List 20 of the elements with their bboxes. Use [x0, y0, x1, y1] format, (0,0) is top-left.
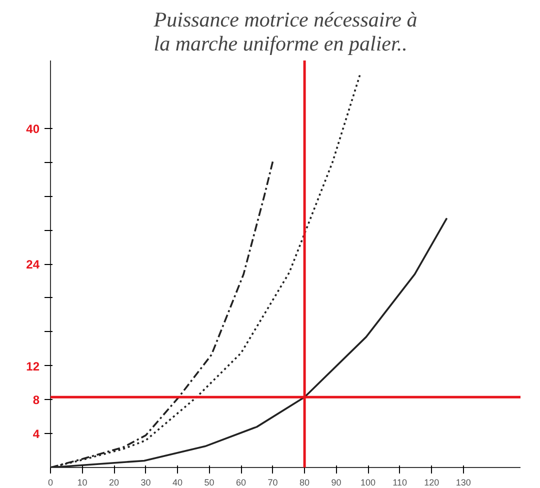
x-tick-label: 0: [48, 478, 54, 488]
x-tick-label: 120: [424, 478, 440, 488]
x-tick-label: 130: [456, 478, 471, 488]
y-tick-label: 4: [32, 427, 40, 442]
x-tick-label: 30: [140, 478, 151, 488]
x-tick-label: 90: [331, 478, 342, 488]
x-tick-label: 100: [360, 478, 376, 488]
x-tick-label: 110: [392, 478, 408, 488]
x-tick-label: 10: [77, 478, 88, 488]
x-tick-label: 50: [204, 478, 214, 488]
x-tick-label: 20: [109, 478, 120, 488]
y-tick-label: 40: [26, 122, 40, 136]
x-tick-label: 80: [300, 478, 310, 488]
x-tick-label: 70: [268, 478, 278, 488]
x-tick-label: 60: [236, 478, 246, 488]
y-tick-label: 8: [32, 393, 40, 408]
x-tick-label: 40: [172, 478, 183, 488]
chart-title: Puissance motrice nécessaire à la marche uniforme en palier..: [152, 8, 418, 56]
y-tick-label: 12: [26, 359, 40, 374]
y-tick-label: 24: [26, 258, 40, 272]
